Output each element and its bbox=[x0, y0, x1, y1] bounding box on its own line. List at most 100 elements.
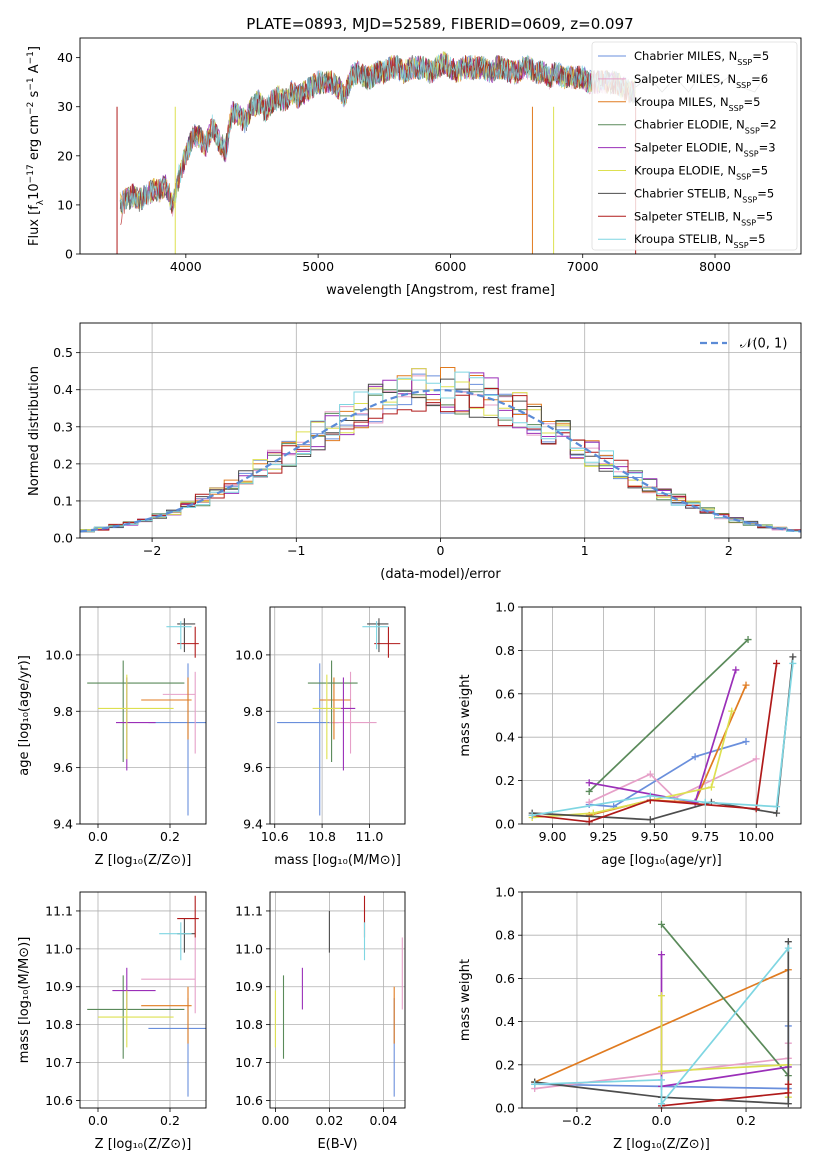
spectrum-line-kroupa-stelib bbox=[119, 52, 636, 214]
weight-marker bbox=[784, 1089, 792, 1097]
y-tick-label: 10.6 bbox=[45, 1093, 73, 1108]
weight-marker bbox=[773, 803, 781, 811]
ylabel-part: ] bbox=[27, 46, 42, 51]
ylabel-part: −17 bbox=[26, 164, 36, 183]
spectrum-frame bbox=[79, 37, 802, 255]
y-tick-label: 30 bbox=[57, 99, 73, 114]
legend-entry: Chabrier STELIB, NSSP=5 bbox=[634, 186, 774, 204]
age-z-xlabel: Z [log₁₀(Z/Z⊙)] bbox=[95, 853, 192, 868]
legend-text: Salpeter ELODIE, N bbox=[634, 141, 744, 155]
x-tick-label: −1 bbox=[287, 543, 305, 558]
y-tick-label: 11.1 bbox=[45, 903, 73, 918]
legend-text: Chabrier MILES, N bbox=[634, 49, 737, 63]
y-tick-label: 0.3 bbox=[53, 419, 73, 434]
axes-weight_vs_age: 9.00 9.25 9.50 9.75 10.00 0.0 0.2 0.4 0.6 0.8 1.0 bbox=[495, 600, 801, 844]
legend-text: Salpeter STELIB, N bbox=[634, 209, 741, 223]
y-tick-label: 0.4 bbox=[495, 730, 515, 745]
legend-sub: SSP bbox=[745, 126, 760, 135]
x-tick-label: 8000 bbox=[699, 259, 731, 274]
weight-line-kroupa-miles bbox=[588, 684, 747, 817]
axes-residuals: −2 −1 0 1 2 0.0 0.1 0.2 0.3 0.4 0.5 bbox=[53, 323, 801, 558]
weight-marker bbox=[646, 816, 654, 824]
legend-sub: SSP bbox=[741, 218, 756, 227]
weight-marker bbox=[528, 811, 536, 819]
y-tick-label: 40 bbox=[57, 50, 73, 65]
weight-age-ylabel: mass weight bbox=[458, 674, 473, 756]
y-tick-label: 9.4 bbox=[243, 817, 263, 832]
y-tick-label: 0.5 bbox=[53, 345, 73, 360]
legend-text: Chabrier ELODIE, N bbox=[634, 118, 745, 132]
weight-line-kroupa-stelib bbox=[532, 663, 794, 817]
x-tick-label: 11.0 bbox=[356, 829, 384, 844]
weight-marker bbox=[773, 809, 781, 817]
weight-marker bbox=[784, 944, 792, 952]
axes-spectrum: 4000 5000 6000 7000 8000 0 10 20 30 40 bbox=[57, 50, 731, 274]
plot-layer: 4000 5000 6000 7000 8000010203040wavelength … bbox=[17, 37, 802, 1152]
y-tick-label: 10.8 bbox=[45, 1017, 73, 1032]
legend-sub: SSP bbox=[736, 172, 751, 181]
hist-xlabel: (data-model)/error bbox=[380, 567, 501, 582]
y-tick-label: 10 bbox=[57, 197, 73, 212]
legend-entry: Chabrier ELODIE, NSSP=2 bbox=[634, 118, 777, 136]
legend-val: =5 bbox=[744, 95, 761, 109]
weight-marker bbox=[585, 798, 593, 806]
y-tick-label: 1.0 bbox=[495, 600, 515, 615]
x-tick-label: 0.0 bbox=[88, 1113, 108, 1128]
ylabel-part: Flux [f bbox=[27, 205, 42, 246]
legend-box bbox=[591, 41, 798, 251]
hist-kroupa-stelib bbox=[80, 371, 801, 532]
legend-val: =6 bbox=[751, 72, 768, 86]
y-tick-label: 9.8 bbox=[53, 704, 73, 719]
legend-entry: Chabrier MILES, NSSP=5 bbox=[634, 49, 769, 67]
y-tick-label: 9.8 bbox=[243, 704, 263, 719]
x-tick-label: 10.8 bbox=[308, 829, 336, 844]
weight-marker bbox=[531, 1080, 539, 1088]
weight-z-xlabel: Z [log₁₀(Z/Z⊙)] bbox=[613, 1137, 710, 1152]
weight-line-chabrier-stelib bbox=[534, 941, 790, 1105]
ylabel-part: −2 bbox=[26, 102, 36, 115]
age-mass-frame bbox=[269, 606, 406, 825]
legend-val: =5 bbox=[751, 164, 768, 178]
y-tick-label: 20 bbox=[57, 148, 73, 163]
normal-curve bbox=[79, 388, 802, 533]
y-tick-label: 0.2 bbox=[495, 773, 515, 788]
hist-ylabel: Normed distribution bbox=[27, 366, 42, 496]
x-tick-label: 5000 bbox=[302, 259, 334, 274]
figure-title: PLATE=0893, MJD=52589, FIBERID=0609, z=0… bbox=[246, 15, 633, 33]
legend-entry: Kroupa STELIB, NSSP=5 bbox=[634, 232, 765, 250]
y-tick-label: 0.1 bbox=[53, 493, 73, 508]
legend-val: =3 bbox=[759, 141, 776, 155]
y-tick-label: 1.0 bbox=[495, 885, 515, 900]
legend-val: =5 bbox=[756, 209, 773, 223]
x-tick-label: 0.0 bbox=[652, 1113, 672, 1128]
x-tick-label: −0.2 bbox=[562, 1113, 592, 1128]
weight-marker bbox=[789, 653, 797, 661]
weight-marker bbox=[732, 666, 740, 674]
y-tick-label: 10.6 bbox=[235, 1093, 263, 1108]
legend-entry: Salpeter ELODIE, NSSP=3 bbox=[634, 141, 776, 159]
legend-val: =5 bbox=[757, 186, 774, 200]
weight-marker bbox=[691, 753, 699, 761]
x-tick-label: 0.0 bbox=[88, 829, 108, 844]
legend-sub: SSP bbox=[729, 103, 744, 112]
y-tick-label: 11.1 bbox=[235, 903, 263, 918]
legend-text: Kroupa MILES, N bbox=[634, 95, 729, 109]
x-tick-label: 0.00 bbox=[261, 1113, 289, 1128]
weight-line-salpeter-elodie bbox=[589, 669, 737, 804]
weight-marker bbox=[773, 659, 781, 667]
x-tick-label: 0.04 bbox=[369, 1113, 397, 1128]
legend-val: =5 bbox=[752, 49, 769, 63]
weight-z-ylabel: mass weight bbox=[458, 959, 473, 1041]
weight-line-chabrier-elodie bbox=[660, 923, 789, 1077]
x-tick-label: 0.2 bbox=[736, 1113, 756, 1128]
weight-marker bbox=[646, 792, 654, 800]
y-tick-label: 9.6 bbox=[243, 760, 263, 775]
mass-z-xlabel: Z [log₁₀(Z/Z⊙)] bbox=[95, 1137, 192, 1152]
legend-text: Salpeter MILES, N bbox=[634, 72, 736, 86]
age-z-ylabel: age [log₁₀(age/yr)] bbox=[17, 655, 32, 776]
x-tick-label: 9.50 bbox=[640, 829, 668, 844]
mass-z-ylabel: mass [log₁₀(M/M⊙)] bbox=[17, 937, 32, 1064]
y-tick-label: 11.0 bbox=[235, 941, 263, 956]
x-tick-label: 6000 bbox=[435, 259, 467, 274]
